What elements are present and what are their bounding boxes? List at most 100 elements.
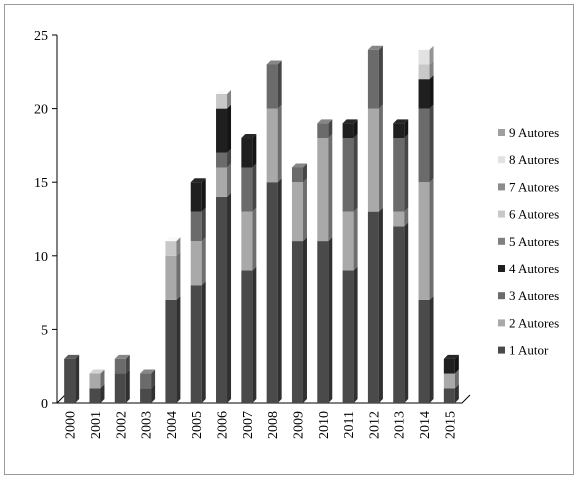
- bar-segment: [418, 104, 434, 183]
- bar-segment: [190, 207, 206, 242]
- bar-segment: [317, 119, 333, 139]
- bar-segment: [216, 89, 232, 109]
- x-tick-label: 2010: [317, 411, 332, 439]
- bar-segment: [342, 207, 358, 271]
- x-tick-label: 2012: [367, 411, 382, 439]
- x-tick-label: 2004: [165, 411, 180, 439]
- bar-segment: [342, 266, 358, 403]
- bar-segment: [291, 163, 307, 183]
- legend-label: 8 Autores: [509, 152, 559, 167]
- legend-label: 6 Autores: [509, 207, 559, 222]
- legend-swatch: [498, 210, 505, 218]
- legend-item: 7 Autores: [498, 179, 559, 194]
- x-axis-depth-line: [56, 394, 66, 404]
- legend-label: 4 Autores: [509, 261, 559, 276]
- x-tick-label: 2008: [266, 411, 281, 439]
- bar-segment: [190, 178, 206, 212]
- bar-segment: [266, 178, 282, 403]
- bar-segment: [241, 134, 257, 168]
- legend-swatch: [498, 129, 505, 136]
- y-tick-label: 20: [34, 103, 48, 118]
- x-tick-label: 2006: [216, 411, 231, 439]
- bar-segment: [165, 237, 181, 256]
- bar-segment: [443, 354, 459, 374]
- bar-segment: [64, 354, 80, 403]
- bar-segment: [443, 369, 459, 389]
- legend-label: 7 Autores: [509, 179, 559, 194]
- bar-segment: [342, 119, 358, 139]
- bar-segment: [165, 295, 181, 403]
- x-tick-label: 2009: [291, 411, 306, 439]
- bar-segment: [367, 45, 383, 109]
- bar-segment: [393, 134, 409, 212]
- x-tick-label: 2007: [241, 411, 256, 439]
- bar-segment: [443, 384, 459, 403]
- y-tick-label: 5: [41, 323, 48, 338]
- bar-segment: [89, 369, 105, 389]
- bar-segment: [89, 384, 105, 403]
- bar-segment: [165, 251, 181, 300]
- y-tick-label: 25: [34, 29, 48, 44]
- bar-segment: [190, 237, 206, 286]
- bar-segment: [418, 75, 434, 109]
- legend-label: 1 Autor: [509, 343, 549, 358]
- legend-label: 9 Autores: [509, 125, 559, 140]
- legend-swatch: [498, 156, 505, 164]
- bars: [64, 45, 459, 403]
- legend-swatch: [498, 265, 505, 272]
- legend-item: 6 Autores: [498, 207, 559, 222]
- bar-segment: [291, 178, 307, 242]
- bar-segment: [393, 222, 409, 403]
- bar-segment: [393, 207, 409, 227]
- bar-segment: [216, 192, 232, 403]
- x-tick-label: 2003: [140, 411, 155, 439]
- x-tick-label: 2013: [393, 411, 408, 439]
- legend-item: 4 Autores: [498, 261, 559, 276]
- bar-segment: [291, 237, 307, 403]
- bar-segment: [241, 207, 257, 271]
- bar-segment: [114, 354, 130, 374]
- legend-swatch: [498, 183, 505, 191]
- x-tick-label: 2015: [443, 411, 458, 439]
- legend-item: 9 Autores: [498, 125, 559, 140]
- bar-segment: [418, 45, 434, 65]
- x-tick-label: 2014: [418, 411, 433, 439]
- bar-segment: [216, 104, 232, 153]
- legend-swatch: [498, 319, 505, 327]
- bar-segment: [140, 369, 156, 389]
- bar-segment: [342, 134, 358, 212]
- bar-segment: [266, 104, 282, 183]
- legend-swatch: [498, 292, 505, 300]
- legend-item: 1 Autor: [498, 343, 549, 358]
- legend-swatch: [498, 237, 505, 245]
- legend-item: 3 Autores: [498, 288, 559, 303]
- bar-segment: [114, 369, 130, 403]
- bar-segment: [418, 295, 434, 403]
- legend-label: 3 Autores: [509, 288, 559, 303]
- legend-item: 5 Autores: [498, 234, 559, 249]
- legend-item: 8 Autores: [498, 152, 559, 167]
- bar-segment: [317, 237, 333, 403]
- bar-segment: [393, 119, 409, 139]
- bar-segment: [241, 266, 257, 403]
- bar-segment: [317, 134, 333, 242]
- bar-segment: [216, 148, 232, 168]
- x-tick-labels: 2000 2001 2002 2003 2004 2005 2006 2007 2008 2009…: [64, 411, 459, 439]
- legend-label: 2 Autores: [509, 315, 559, 330]
- x-tick-label: 2002: [114, 411, 129, 439]
- bar-segment: [140, 384, 156, 403]
- bar-segment: [367, 104, 383, 212]
- bar-segment: [241, 163, 257, 212]
- bar-segment: [266, 60, 282, 109]
- legend-item: 2 Autores: [498, 315, 559, 330]
- bar-segment: [418, 60, 434, 80]
- x-tick-label: 2000: [64, 411, 79, 439]
- legend-label: 5 Autores: [509, 234, 559, 249]
- legend: 9 Autores 8 Autores 7 Autores 6 Autores 5 Au…: [498, 125, 559, 358]
- y-tick-label: 15: [34, 176, 48, 191]
- y-tick-label: 10: [34, 250, 48, 265]
- legend-swatch: [498, 346, 505, 354]
- y-tick-labels: 0 5 10 15 20 25: [34, 29, 57, 412]
- y-tick-label: 0: [41, 397, 48, 412]
